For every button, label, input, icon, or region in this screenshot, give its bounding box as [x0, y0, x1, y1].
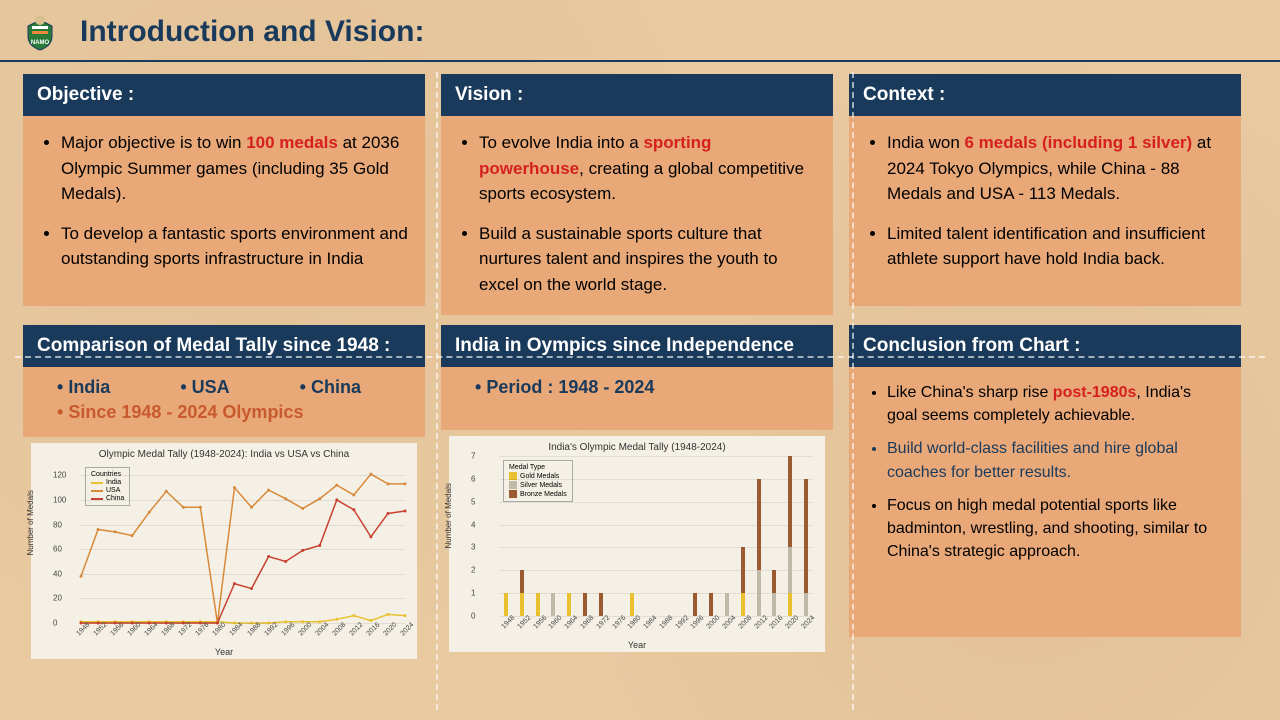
card-comparison: Comparison of Medal Tally since 1948 : I… — [15, 325, 433, 669]
card-context: Context : India won 6 medals (including … — [841, 74, 1249, 325]
chart-title: Olympic Medal Tally (1948-2024): India v… — [31, 449, 417, 460]
bar-chart: India's Olympic Medal Tally (1948-2024) … — [449, 436, 825, 652]
cards-grid: Objective : Major objective is to win 10… — [0, 62, 1280, 669]
card-header: Context : — [849, 74, 1241, 116]
chart-title: India's Olympic Medal Tally (1948-2024) — [449, 442, 825, 453]
page-title: Introduction and Vision: — [80, 15, 424, 49]
chart-ylabel: Number of Medals — [444, 483, 453, 548]
card-header: Objective : — [23, 74, 425, 116]
bullet: Major objective is to win 100 medals at … — [61, 130, 409, 207]
country-india: India — [57, 377, 110, 398]
bullet: To develop a fantastic sports environmen… — [61, 221, 409, 272]
bullet: Build world-class facilities and hire gl… — [887, 437, 1225, 483]
divider — [15, 356, 1265, 358]
bullet: India won 6 medals (including 1 silver) … — [887, 130, 1225, 207]
card-objective: Objective : Major objective is to win 10… — [15, 74, 433, 325]
period-label: Period : 1948 - 2024 — [469, 377, 817, 398]
country-usa: USA — [180, 377, 229, 398]
divider — [852, 72, 854, 710]
card-vision: Vision : To evolve India into a sporting… — [433, 74, 841, 325]
chart-ylabel: Number of Medals — [26, 490, 35, 555]
since-label: Since 1948 - 2024 Olympics — [51, 402, 409, 423]
bullet: Focus on high medal potential sports lik… — [887, 494, 1225, 564]
card-india-olympics: India in Oympics since Independence Peri… — [433, 325, 841, 669]
divider — [436, 72, 438, 710]
country-china: China — [300, 377, 361, 398]
card-header: India in Oympics since Independence — [441, 325, 833, 367]
card-header: Vision : — [441, 74, 833, 116]
card-header: Conclusion from Chart : — [849, 325, 1241, 367]
card-conclusion: Conclusion from Chart : Like China's sha… — [841, 325, 1249, 669]
bullet: Build a sustainable sports culture that … — [479, 221, 817, 298]
page-header: NAMO Introduction and Vision: — [0, 0, 1280, 62]
logo-icon: NAMO — [20, 12, 60, 52]
card-header: Comparison of Medal Tally since 1948 : — [23, 325, 425, 367]
bullet: Limited talent identification and insuff… — [887, 221, 1225, 272]
bullet: Like China's sharp rise post-1980s, Indi… — [887, 381, 1225, 427]
chart-legend: Medal Type Gold MedalsSilver MedalsBronz… — [503, 460, 573, 502]
bullet: To evolve India into a sporting powerhou… — [479, 130, 817, 207]
line-chart: Olympic Medal Tally (1948-2024): India v… — [31, 443, 417, 659]
svg-text:NAMO: NAMO — [31, 40, 50, 46]
